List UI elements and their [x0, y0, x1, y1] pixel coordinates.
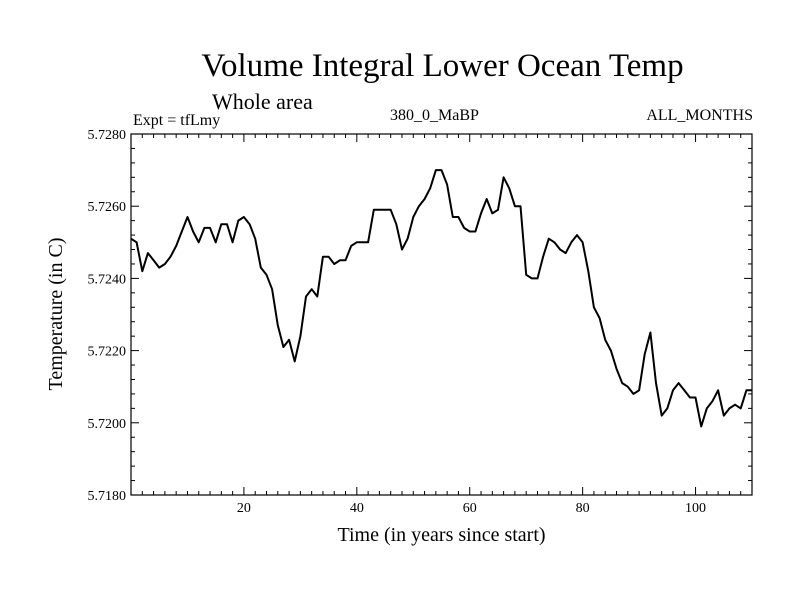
series-line	[130, 169, 752, 428]
plot-frame	[130, 133, 753, 496]
major-ticks	[131, 133, 752, 496]
minor-ticks	[131, 134, 752, 495]
y-tick-label: 5.7220	[88, 345, 127, 360]
x-tick-label: 100	[685, 501, 706, 516]
x-tick-label: 20	[237, 501, 251, 516]
x-tick-label: 40	[350, 501, 364, 516]
period-label: ALL_MONTHS	[646, 107, 753, 124]
tick-labels: 20 40 60 80 100 5.7180 5.7200 5.7220 5.7240 5.726…	[88, 128, 707, 516]
chart-subtitle: Whole area	[212, 89, 313, 114]
y-tick-label: 5.7200	[88, 417, 127, 432]
y-tick-label: 5.7280	[88, 128, 127, 143]
experiment-label: Expt = tfLmy	[133, 112, 221, 129]
x-tick-label: 80	[576, 501, 590, 516]
y-tick-label: 5.7240	[88, 272, 127, 287]
y-tick-label: 5.7260	[88, 200, 127, 215]
y-tick-label: 5.7180	[88, 489, 127, 504]
run-label: 380_0_MaBP	[390, 107, 479, 124]
y-axis-label: Temperature (in C)	[45, 238, 67, 391]
chart-title: Volume Integral Lower Ocean Temp	[201, 48, 684, 84]
x-tick-label: 60	[463, 501, 477, 516]
x-axis-label: Time (in years since start)	[337, 524, 545, 546]
